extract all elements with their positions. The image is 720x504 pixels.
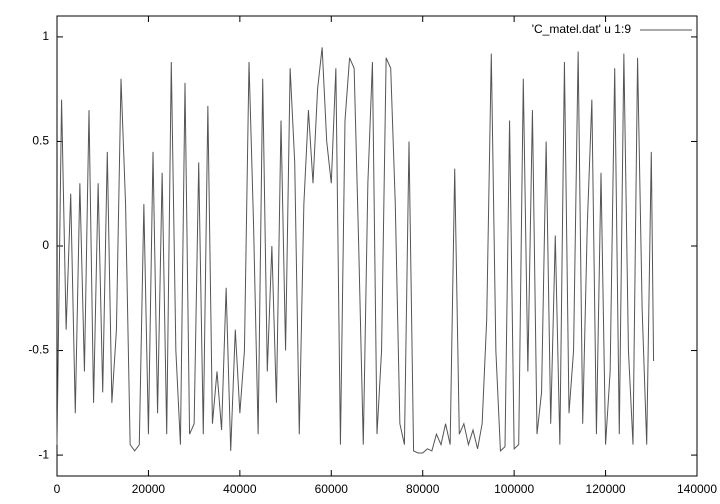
y-tick-label: 0.5: [32, 134, 49, 148]
x-tick-label: 120000: [586, 482, 626, 496]
legend-label: 'C_matel.dat' u 1:9: [532, 22, 632, 36]
x-tick-label: 100000: [494, 482, 534, 496]
x-tick-label: 0: [54, 482, 61, 496]
x-tick-label: 20000: [132, 482, 166, 496]
y-tick-label: -0.5: [28, 343, 49, 357]
y-tick-label: 0: [42, 238, 49, 252]
line: [56, 47, 655, 454]
y-tick-label: -1: [38, 447, 49, 461]
x-tick-label: 60000: [315, 482, 349, 496]
x-tick-label: 140000: [677, 482, 717, 496]
x-tick-label: 40000: [223, 482, 257, 496]
x-tick-label: 80000: [406, 482, 440, 496]
y-tick-label: 1: [42, 29, 49, 43]
